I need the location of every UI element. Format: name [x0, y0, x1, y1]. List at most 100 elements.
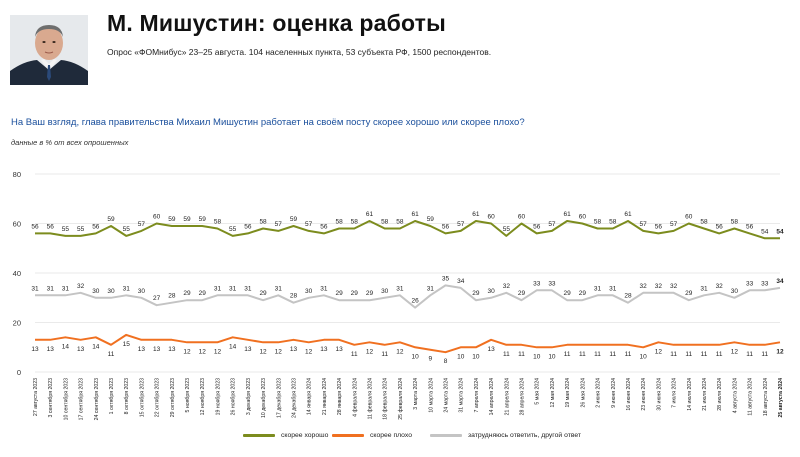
- data-label: 56: [47, 223, 55, 230]
- data-label: 58: [259, 218, 267, 225]
- unit-note: данные в % от всех опрошенных: [11, 138, 129, 147]
- series-line-3: [35, 284, 781, 309]
- data-label: 56: [320, 223, 328, 230]
- data-label: 12: [655, 348, 663, 355]
- data-label: 27: [153, 295, 161, 302]
- data-label: 56: [92, 223, 100, 230]
- data-label: 30: [92, 288, 100, 295]
- data-label: 31: [396, 285, 404, 292]
- data-label: 61: [411, 211, 419, 218]
- data-label: 11: [685, 351, 692, 358]
- portrait-photo: [10, 15, 88, 85]
- data-label: 31: [229, 285, 237, 292]
- data-label: 56: [655, 223, 663, 230]
- data-label: 55: [229, 226, 237, 233]
- x-tick-label: 16 июня 2024: [626, 378, 632, 411]
- data-label: 31: [31, 285, 39, 292]
- data-label: 30: [381, 288, 389, 295]
- legend-label-other: затрудняюсь ответить, другой ответ: [468, 432, 582, 439]
- data-label: 31: [62, 285, 70, 292]
- data-label: 29: [685, 290, 693, 297]
- data-label: 57: [138, 221, 146, 228]
- line-chart: 0 20 40 60 80 56 56 55 55 56 59 55 57 60 59 59 59 58 55 56 5…: [13, 170, 784, 420]
- data-label: 28: [168, 293, 176, 300]
- legend-swatch-good: [243, 433, 275, 437]
- x-tick-label: 21 января 2024: [322, 378, 328, 415]
- data-label: 58: [335, 218, 343, 225]
- y-tick-label: 0: [17, 368, 21, 377]
- data-label: 10: [548, 353, 556, 360]
- data-label: 31: [275, 285, 283, 292]
- data-label: 31: [123, 285, 131, 292]
- x-tick-label: 19 ноября 2023: [215, 378, 221, 415]
- x-tick-label: 3 декабря 2023: [246, 378, 252, 415]
- data-label: 59: [183, 216, 191, 223]
- data-label: 9: [428, 356, 432, 363]
- data-label: 8: [444, 358, 448, 365]
- data-label: 10: [457, 353, 465, 360]
- data-label: 60: [488, 214, 496, 221]
- data-label: 14: [229, 343, 237, 350]
- data-label: 59: [107, 216, 115, 223]
- data-label: 60: [518, 214, 526, 221]
- data-label: 29: [199, 290, 207, 297]
- data-label: 58: [609, 218, 617, 225]
- data-label: 55: [62, 226, 70, 233]
- page-title: М. Мишустин: оценка работы: [107, 10, 446, 36]
- legend-item-other: затрудняюсь ответить, другой ответ: [430, 432, 581, 439]
- x-tick-label: 23 июня 2024: [641, 378, 647, 411]
- x-tick-label: 24 сентября 2023: [94, 378, 100, 420]
- data-label: 29: [335, 290, 343, 297]
- x-tick-label: 7 апреля 2024: [474, 378, 480, 413]
- x-tick-label: 26 мая 2024: [580, 378, 586, 408]
- data-label: 29: [366, 290, 374, 297]
- data-label: 13: [31, 346, 39, 353]
- data-label: 54: [761, 228, 769, 235]
- data-label: 12: [396, 348, 404, 355]
- legend-label-good: скорее хорошо: [281, 432, 329, 439]
- x-tick-label: 15 октября 2023: [139, 378, 145, 417]
- data-label: 31: [594, 285, 602, 292]
- data-label: 11: [746, 351, 753, 358]
- data-label: 29: [518, 290, 526, 297]
- survey-subtitle: Опрос «ФОМнибус» 23–25 августа. 104 насе…: [107, 47, 492, 57]
- x-tick-label: 18 августа 2024: [763, 378, 769, 416]
- data-label: 57: [275, 221, 283, 228]
- data-label: 59: [168, 216, 176, 223]
- data-label: 31: [700, 285, 708, 292]
- data-label: 32: [670, 283, 678, 290]
- data-label: 32: [503, 283, 511, 290]
- data-label: 31: [244, 285, 252, 292]
- data-label: 56: [31, 223, 39, 230]
- data-label: 59: [427, 216, 435, 223]
- x-tick-label: 26 ноября 2023: [231, 378, 237, 415]
- data-label: 13: [488, 346, 496, 353]
- data-label: 34: [457, 278, 465, 285]
- x-tick-label: 21 июля 2024: [702, 378, 708, 411]
- x-tick-label: 4 февраля 2024: [352, 378, 358, 417]
- x-tick-label: 29 октября 2023: [170, 378, 176, 417]
- data-label: 31: [47, 285, 55, 292]
- data-label: 29: [579, 290, 587, 297]
- data-label: 11: [108, 351, 115, 358]
- survey-question: На Ваш взгляд, глава правительства Михаи…: [11, 117, 525, 128]
- x-tick-label: 10 сентября 2023: [63, 378, 69, 420]
- x-tick-label: 28 января 2024: [337, 378, 343, 415]
- data-label: 34: [776, 278, 784, 285]
- x-tick-label: 14 января 2024: [307, 378, 313, 415]
- data-label: 33: [548, 280, 556, 287]
- data-label: 11: [518, 351, 525, 358]
- data-label: 32: [77, 283, 85, 290]
- data-label: 12: [731, 348, 739, 355]
- data-label: 13: [47, 346, 55, 353]
- data-label: 59: [199, 216, 207, 223]
- series-line-2: [35, 333, 781, 354]
- data-label: 61: [472, 211, 480, 218]
- data-label: 11: [609, 351, 616, 358]
- data-label: 60: [685, 214, 693, 221]
- x-tick-label: 27 августа 2023: [33, 378, 39, 416]
- data-label: 28: [624, 293, 632, 300]
- data-label: 10: [533, 353, 541, 360]
- x-tick-label: 28 апреля 2024: [520, 378, 526, 415]
- data-label: 54: [776, 228, 784, 235]
